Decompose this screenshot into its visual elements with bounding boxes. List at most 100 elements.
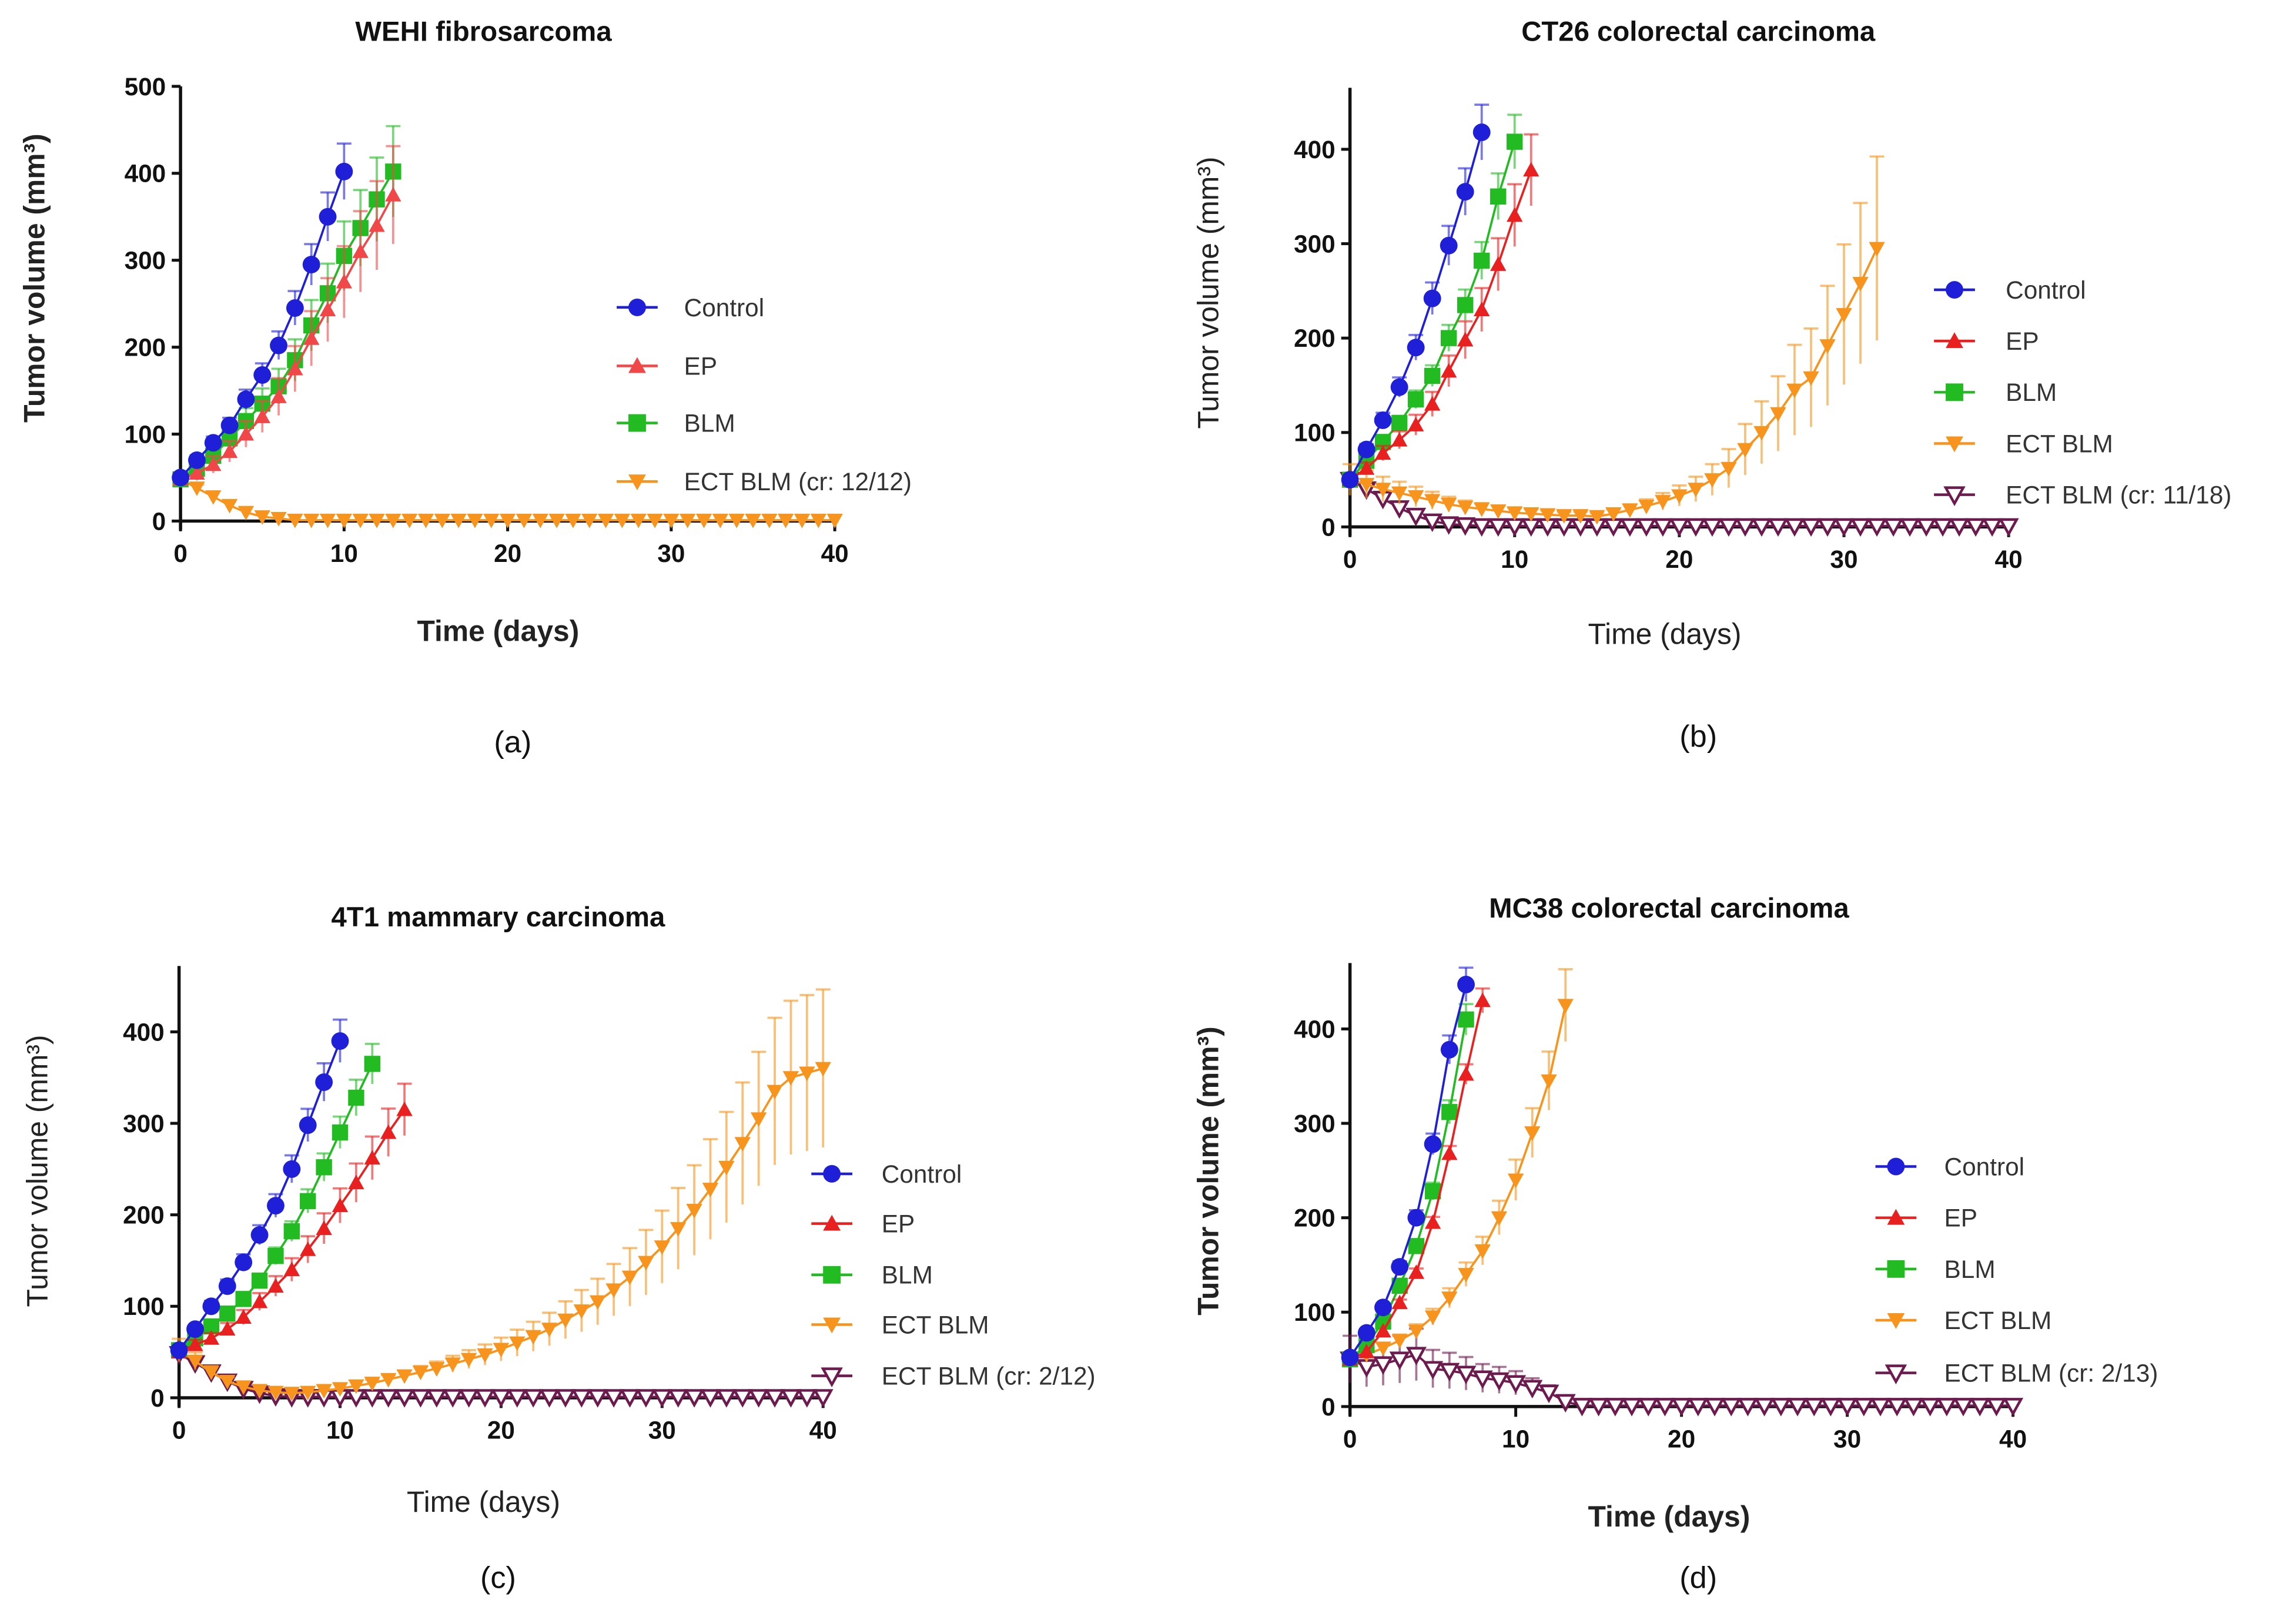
data-point-triangle-down (203, 1365, 220, 1381)
data-point-triangle-down (581, 514, 598, 528)
data-point-triangle-down (1688, 483, 1704, 497)
data-point-triangle (364, 1150, 380, 1165)
legend-item: Control (1875, 1153, 2024, 1180)
data-point-square (364, 1056, 380, 1072)
data-point-square (1408, 1238, 1425, 1254)
data-point-circle (202, 1297, 220, 1316)
data-point-triangle-down-open (1472, 1370, 1493, 1390)
data-point-square (1474, 252, 1490, 269)
data-point-triangle-down-open (410, 1389, 431, 1408)
x-tick-label: 0 (1343, 1425, 1357, 1453)
data-point-circle (299, 1116, 317, 1134)
data-point-triangle-down (467, 514, 483, 528)
data-point-triangle (219, 1321, 236, 1336)
data-point-circle (1887, 1157, 1905, 1176)
y-tick-label: 100 (1294, 1298, 1336, 1326)
y-tick-label: 200 (125, 334, 166, 362)
data-point-triangle-down-open (1969, 1398, 1990, 1417)
data-point-square (1441, 1104, 1458, 1120)
data-point-triangle (316, 1220, 332, 1235)
data-point-square (823, 1266, 841, 1284)
data-point-triangle-down (728, 514, 745, 528)
data-point-triangle-down-open (1636, 518, 1657, 537)
data-point-triangle-down-open (1820, 1398, 1841, 1417)
data-point-triangle-down-open (1953, 1398, 1974, 1417)
data-point-triangle-down (548, 514, 565, 528)
series-ep (170, 1082, 413, 1359)
data-point-triangle-down-open (1555, 1394, 1576, 1413)
data-point-triangle-down (1507, 1173, 1524, 1189)
data-point-triangle-down-open (1965, 518, 1986, 537)
data-point-triangle (823, 1214, 841, 1231)
data-point-circle (628, 298, 646, 316)
data-point-triangle (1358, 1344, 1375, 1358)
data-point-circle (823, 1165, 841, 1183)
data-point-triangle-down (1539, 508, 1556, 523)
data-point-triangle-down (1770, 407, 1786, 422)
data-point-triangle-down (352, 514, 369, 528)
data-point-triangle-down-open (1422, 513, 1443, 533)
data-point-triangle-down (509, 1336, 526, 1351)
data-point-triangle-down-open (1718, 518, 1739, 537)
data-point-triangle-down (557, 1313, 574, 1328)
data-point-triangle-down (777, 514, 794, 528)
data-point-triangle (235, 1309, 252, 1324)
data-point-circle (1341, 1348, 1359, 1367)
data-point-triangle-down (1572, 509, 1589, 524)
data-point-triangle-down (823, 1317, 841, 1334)
data-point-circle (302, 256, 320, 274)
data-point-circle (315, 1073, 333, 1091)
data-point-triangle-down (628, 474, 646, 491)
legend-label: BLM (1944, 1256, 1996, 1283)
legend-label: ECT BLM (cr: 12/12) (684, 468, 912, 496)
data-point-triangle-down-open (571, 1389, 592, 1408)
data-point-triangle-down-open (555, 1389, 576, 1408)
data-point-circle (331, 1032, 349, 1050)
data-point-circle (172, 468, 190, 487)
data-point-square (1507, 133, 1523, 150)
y-tick-label: 300 (123, 1110, 165, 1137)
data-point-triangle-down (702, 1183, 719, 1197)
series-ect-blm-cr-2-13- (1340, 1327, 2024, 1417)
data-point-triangle-down (369, 514, 385, 528)
data-point-triangle-down-open (1932, 518, 1953, 537)
data-point-triangle-down (1541, 1074, 1557, 1089)
data-point-triangle (319, 302, 336, 316)
data-point-square (1424, 367, 1441, 384)
legend-item: EP (811, 1210, 915, 1238)
data-point-square (219, 1306, 236, 1322)
data-point-triangle-down (654, 1240, 671, 1255)
data-point-triangle-down-open (1866, 518, 1887, 537)
data-point-triangle-down (597, 514, 614, 528)
data-point-triangle-down (1819, 339, 1836, 354)
data-point-circle (1424, 1135, 1442, 1153)
data-point-triangle-down (590, 1295, 606, 1310)
data-point-triangle-down (364, 1377, 380, 1391)
legend-item: ECT BLM (1875, 1307, 2051, 1334)
data-point-triangle-down (1407, 490, 1424, 505)
data-point-square (316, 1159, 332, 1176)
series-line (1349, 1019, 1467, 1361)
data-point-triangle-down (1507, 506, 1523, 521)
legend-item: ECT BLM (1934, 430, 2113, 457)
data-point-triangle-down-open (442, 1389, 463, 1408)
data-point-triangle-down (1836, 308, 1852, 323)
data-point-triangle-down-open (1702, 518, 1723, 537)
data-point-triangle (1391, 1294, 1408, 1310)
data-point-square (1441, 330, 1457, 346)
data-point-circle (267, 1197, 285, 1215)
y-tick-label: 400 (1294, 136, 1336, 163)
data-point-triangle-down (767, 1085, 783, 1100)
legend-item: ECT BLM (811, 1311, 989, 1338)
x-tick-label: 0 (172, 1417, 186, 1444)
data-point-triangle-down (695, 514, 712, 528)
data-point-triangle-down-open (1471, 518, 1492, 537)
y-tick-label: 100 (123, 1293, 165, 1320)
data-point-circle (319, 207, 337, 226)
legend-label: EP (1944, 1204, 1977, 1232)
data-point-triangle-down-open (1619, 518, 1641, 537)
data-point-triangle-down (1556, 509, 1572, 524)
y-tick-label: 400 (123, 1018, 165, 1046)
data-point-triangle-down (1721, 461, 1737, 477)
data-point-triangle-down (1391, 1334, 1408, 1349)
